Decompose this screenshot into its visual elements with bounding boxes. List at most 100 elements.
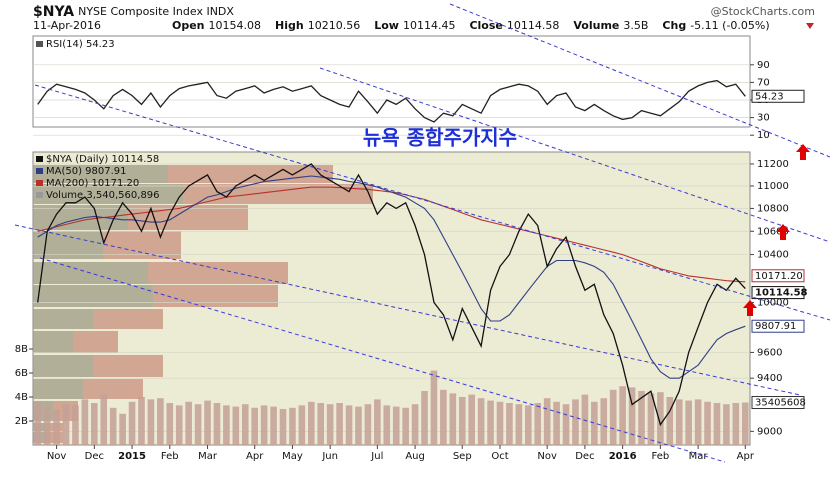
volume-bar [591, 401, 598, 445]
quote-value: 3.5B [623, 19, 648, 32]
volume-bar [289, 407, 296, 445]
volume-bar [562, 404, 570, 445]
legend-key [36, 180, 43, 186]
x-tick-label: 2015 [118, 451, 146, 462]
index-name: NYSE Composite Index INDX [78, 5, 234, 18]
y-tick-label: 8B [15, 344, 28, 355]
vbp-bar [168, 165, 333, 183]
quote-value: 10154.08 [209, 19, 262, 32]
y-tick-label: 4B [15, 392, 28, 403]
y-tick-label: 10000 [757, 298, 789, 309]
x-tick-label: Nov [47, 451, 67, 462]
volume-bar [34, 401, 42, 445]
vbp-bar [33, 331, 73, 353]
x-tick-label: Mar [198, 451, 218, 462]
legend-key [36, 168, 43, 174]
volume-bar [468, 394, 475, 445]
last-value-label: 9807.91 [755, 321, 796, 332]
plot: 1030507090900094009600100001040010600108… [15, 39, 808, 462]
x-tick-label: Aug [405, 451, 425, 462]
volume-bar [572, 399, 579, 445]
red-arrows [743, 144, 810, 316]
legend-key [36, 41, 43, 47]
volume-bar [619, 386, 626, 445]
legend-key [36, 192, 43, 198]
header-title: $NYA NYSE Composite Index INDX [33, 4, 234, 20]
y-tick-label: 9400 [757, 373, 782, 384]
volume-bar [194, 404, 202, 445]
volume-bar [638, 391, 645, 445]
volume-bar [119, 413, 126, 445]
volume-bar [515, 404, 523, 445]
y-tick-label: 6B [15, 368, 28, 379]
volume-bar [383, 405, 391, 445]
source: @StockCharts.com [711, 5, 815, 18]
vbp-bar [73, 331, 118, 353]
vbp-bar [33, 379, 83, 399]
legend-label: MA(200) 10171.20 [46, 178, 139, 189]
arrow [743, 300, 757, 316]
last-value-label: 35405608 [755, 398, 806, 409]
x-tick-label: Feb [652, 451, 670, 462]
volume-bar [260, 405, 268, 445]
volume-bar [223, 405, 230, 445]
legend-label: $NYA (Daily) 10114.58 [46, 154, 159, 165]
trend-lines [14, 3, 830, 463]
vbp-bar [33, 309, 93, 329]
x-tick-label: Dec [575, 451, 594, 462]
trend-line [319, 67, 830, 243]
volume-bar [449, 393, 457, 445]
volume-bar [166, 403, 174, 445]
x-tick-label: Apr [737, 451, 755, 462]
volume-bar [355, 406, 362, 445]
volume-bar [647, 393, 655, 445]
volume-bar [317, 403, 325, 445]
x-tick-label: Oct [491, 451, 508, 462]
x-tick-label: Mar [689, 451, 709, 462]
volume-bar [657, 392, 664, 445]
series-line [37, 79, 746, 123]
volume-bar [713, 403, 721, 445]
y-tick-label: 10600 [757, 226, 789, 237]
volume-bar [666, 397, 674, 445]
vbp-bar [33, 165, 168, 183]
rsi-panel [32, 35, 751, 128]
x-tick-label: 2016 [609, 451, 637, 462]
volume-bar [72, 405, 79, 445]
volume-bar [477, 398, 485, 445]
quote-label: Volume [573, 19, 619, 32]
volume-bar [270, 406, 277, 445]
volume-bar [553, 401, 560, 445]
x-tick-label: Apr [246, 451, 264, 462]
quote-label: Open [172, 19, 205, 32]
volume-bar [411, 404, 419, 445]
volume-bar [421, 391, 428, 445]
vbp-bar [33, 355, 93, 377]
volume-bar [741, 402, 749, 445]
volume-bar [91, 403, 98, 445]
y-tick-label: 70 [757, 77, 770, 88]
volume-bar [326, 404, 334, 445]
arrow [776, 224, 790, 240]
quote-value: 10114.45 [403, 19, 456, 32]
volume-bar [62, 404, 70, 445]
y-tick-label: 9600 [757, 347, 782, 358]
annotation: 뉴욕 종합주가지수 [363, 126, 517, 150]
vbp-bar [93, 309, 163, 329]
quote-label: Chg [662, 19, 686, 32]
last-value-box [751, 319, 805, 333]
quote-value: -5.11 (-0.05%) [690, 19, 769, 32]
volume-bar [109, 407, 117, 445]
x-tick-label: Jun [321, 451, 338, 462]
vbp-bar [33, 184, 183, 204]
quote-label: Close [469, 19, 502, 32]
y-tick-label: 2B [15, 416, 28, 427]
volume-bar [175, 405, 183, 445]
trend-line [14, 224, 801, 396]
last-value-label: 54.23 [755, 91, 784, 102]
series-line [37, 163, 746, 427]
volume-bar [732, 403, 740, 445]
quote-line: Open 10154.08 High 10210.56 Low 10114.45 Close… [172, 19, 770, 32]
volume-bar [53, 409, 60, 445]
